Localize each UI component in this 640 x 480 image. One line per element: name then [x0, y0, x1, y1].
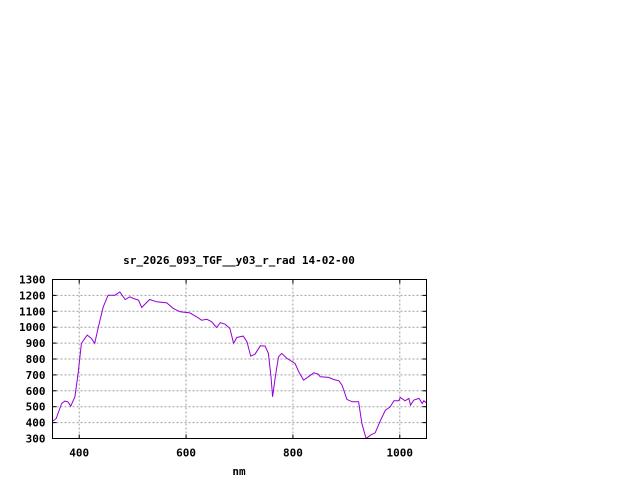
y-tick-label: 800 [26, 353, 46, 366]
x-tick-label: 800 [283, 447, 303, 460]
y-tick-label: 400 [26, 417, 46, 430]
x-tick-labels: 400 600 800 1000 [69, 447, 413, 460]
grid [52, 279, 427, 439]
y-tick-label: 500 [26, 401, 46, 414]
y-tick-label: 1100 [19, 305, 46, 318]
y-tick-label: 700 [26, 369, 46, 382]
x-tick-label: 1000 [387, 447, 414, 460]
y-tick-label: 1000 [19, 321, 46, 334]
y-tick-label: 600 [26, 385, 46, 398]
y-tick-label: 900 [26, 337, 46, 350]
x-tick-label: 600 [176, 447, 196, 460]
y-tick-labels: 300 400 500 600 700 800 900 1000 1100 1200 1300 [19, 274, 46, 446]
y-tick-label: 1300 [19, 274, 46, 287]
chart-title: sr_2026_093_TGF__y03_r_rad 14-02-00 [123, 254, 355, 267]
y-tick-label: 1200 [19, 289, 46, 302]
series-line [52, 291, 427, 440]
x-tick-label: 400 [69, 447, 89, 460]
x-axis-label: nm [232, 465, 246, 478]
plot-frame [52, 279, 427, 439]
y-tick-label: 300 [26, 433, 46, 446]
